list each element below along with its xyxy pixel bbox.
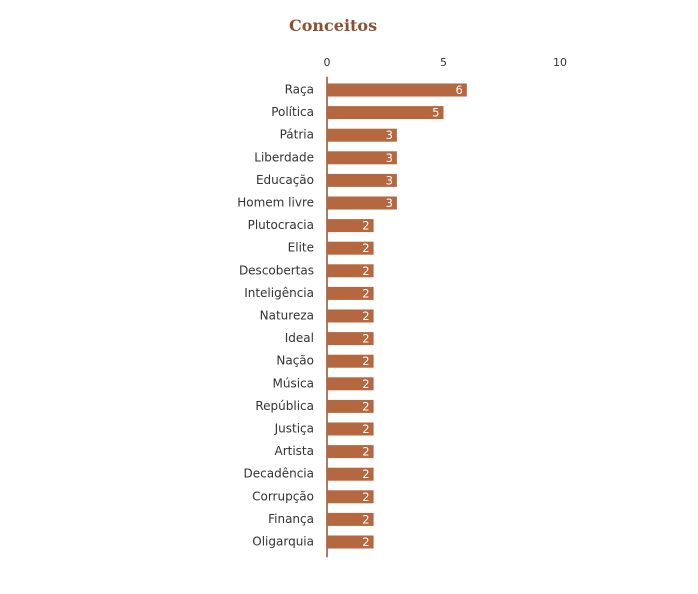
category-label: Artista — [275, 444, 315, 458]
bar-value-label: 2 — [362, 219, 369, 233]
category-label: Plutocracia — [248, 218, 314, 232]
bar-value-label: 2 — [362, 286, 369, 300]
bar — [327, 173, 397, 187]
x-tick-label: 0 — [324, 56, 331, 69]
bar — [327, 399, 374, 413]
bar-value-label: 2 — [362, 354, 369, 368]
bar-value-label: 2 — [362, 264, 369, 278]
category-label: Política — [271, 105, 314, 119]
category-label: Raça — [285, 83, 314, 97]
bar — [327, 445, 374, 459]
bar — [327, 422, 374, 436]
category-label: Finança — [268, 512, 314, 526]
category-label: Elite — [288, 241, 314, 255]
category-label: Justiça — [274, 422, 314, 436]
bar — [327, 264, 374, 278]
category-label: República — [255, 399, 314, 413]
category-label: Homem livre — [237, 196, 314, 210]
bar — [327, 332, 374, 346]
bar-value-label: 2 — [362, 535, 369, 549]
bar-value-label: 2 — [362, 309, 369, 323]
chart-title: Conceitos — [289, 16, 378, 35]
bar-value-label: 2 — [362, 445, 369, 459]
bar-value-label: 3 — [386, 196, 393, 210]
category-label: Música — [273, 376, 315, 390]
category-label: Corrupção — [252, 489, 314, 503]
category-label: Educação — [256, 173, 314, 187]
bar — [327, 467, 374, 481]
bar-value-label: 2 — [362, 241, 369, 255]
bar-value-label: 2 — [362, 422, 369, 436]
bar — [327, 241, 374, 255]
bar — [327, 377, 374, 391]
category-label: Liberdade — [254, 150, 314, 164]
category-label: Decadência — [244, 467, 314, 481]
bar-value-label: 2 — [362, 512, 369, 526]
bar — [327, 219, 374, 233]
x-tick-label: 5 — [440, 56, 447, 69]
bar-value-label: 2 — [362, 490, 369, 504]
bar — [327, 106, 444, 120]
bar — [327, 309, 374, 323]
bar — [327, 354, 374, 368]
bar — [327, 83, 467, 97]
category-label: Nação — [276, 354, 314, 368]
category-label: Inteligência — [244, 286, 314, 300]
bar-value-label: 5 — [432, 106, 439, 120]
bar — [327, 286, 374, 300]
category-label: Ideal — [285, 331, 314, 345]
bar-value-label: 2 — [362, 467, 369, 481]
bar-value-label: 6 — [455, 83, 462, 97]
bar-value-label: 3 — [386, 173, 393, 187]
bar — [327, 490, 374, 504]
category-label: Pátria — [280, 128, 314, 142]
bar-value-label: 2 — [362, 332, 369, 346]
bar-value-label: 2 — [362, 399, 369, 413]
category-label: Oligarquia — [252, 535, 314, 549]
bar-value-label: 3 — [386, 151, 393, 165]
category-label: Natureza — [260, 309, 314, 323]
x-tick-label: 10 — [553, 56, 567, 69]
bar — [327, 512, 374, 526]
bar-value-label: 2 — [362, 377, 369, 391]
bar — [327, 128, 397, 142]
bar — [327, 151, 397, 165]
bar-value-label: 3 — [386, 128, 393, 142]
bar — [327, 196, 397, 210]
category-label: Descobertas — [239, 263, 314, 277]
bar — [327, 535, 374, 549]
